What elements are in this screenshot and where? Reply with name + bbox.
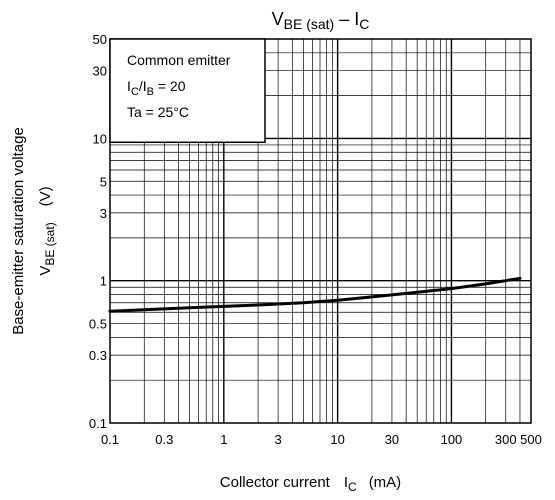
legend-box: [109, 38, 266, 144]
x-tick-labels: 0.1 0.3 1 3 10 30 100 300 500: [101, 432, 542, 447]
x-tick-label: 0.3: [155, 432, 173, 447]
y-tick-label: 50: [93, 32, 107, 47]
legend-line-temperature: Ta = 25°C: [127, 104, 189, 120]
x-tick-label: 3: [275, 432, 282, 447]
y-axis-label-line2: VBE (sat)(V): [37, 186, 57, 275]
legend-line-current-ratio: IC/IB = 20: [127, 78, 186, 98]
x-tick-label: 30: [385, 432, 399, 447]
y-tick-label: 0.1: [89, 416, 107, 431]
y-tick-label: 5: [100, 174, 107, 189]
x-tick-label: 0.1: [101, 432, 119, 447]
x-tick-label: 10: [330, 432, 344, 447]
x-axis-label: Collector current IC (mA): [220, 474, 401, 494]
y-axis-label-line1: Base-emitter saturation voltage: [10, 127, 27, 335]
y-tick-label: 0.5: [89, 317, 107, 332]
x-tick-label: 1: [220, 432, 227, 447]
legend-line-common-emitter: Common emitter: [127, 52, 231, 68]
y-tick-label: 10: [93, 131, 107, 146]
y-tick-label: 3: [100, 206, 107, 221]
series-layer: [108, 276, 522, 313]
plot-frame: [109, 38, 532, 424]
x-tick-label: 300: [495, 432, 517, 447]
chart-title: VBE (sat) – IC: [272, 9, 370, 32]
y-tick-label: 0.3: [89, 348, 107, 363]
x-tick-label: 500: [520, 432, 542, 447]
y-tick-labels: 0.1 0.3 0.5 1 3 5 10 30 50: [89, 32, 107, 431]
y-tick-label: 1: [100, 274, 107, 289]
series-line: [108, 276, 522, 313]
x-tick-label: 100: [441, 432, 463, 447]
y-tick-label: 30: [93, 64, 107, 79]
